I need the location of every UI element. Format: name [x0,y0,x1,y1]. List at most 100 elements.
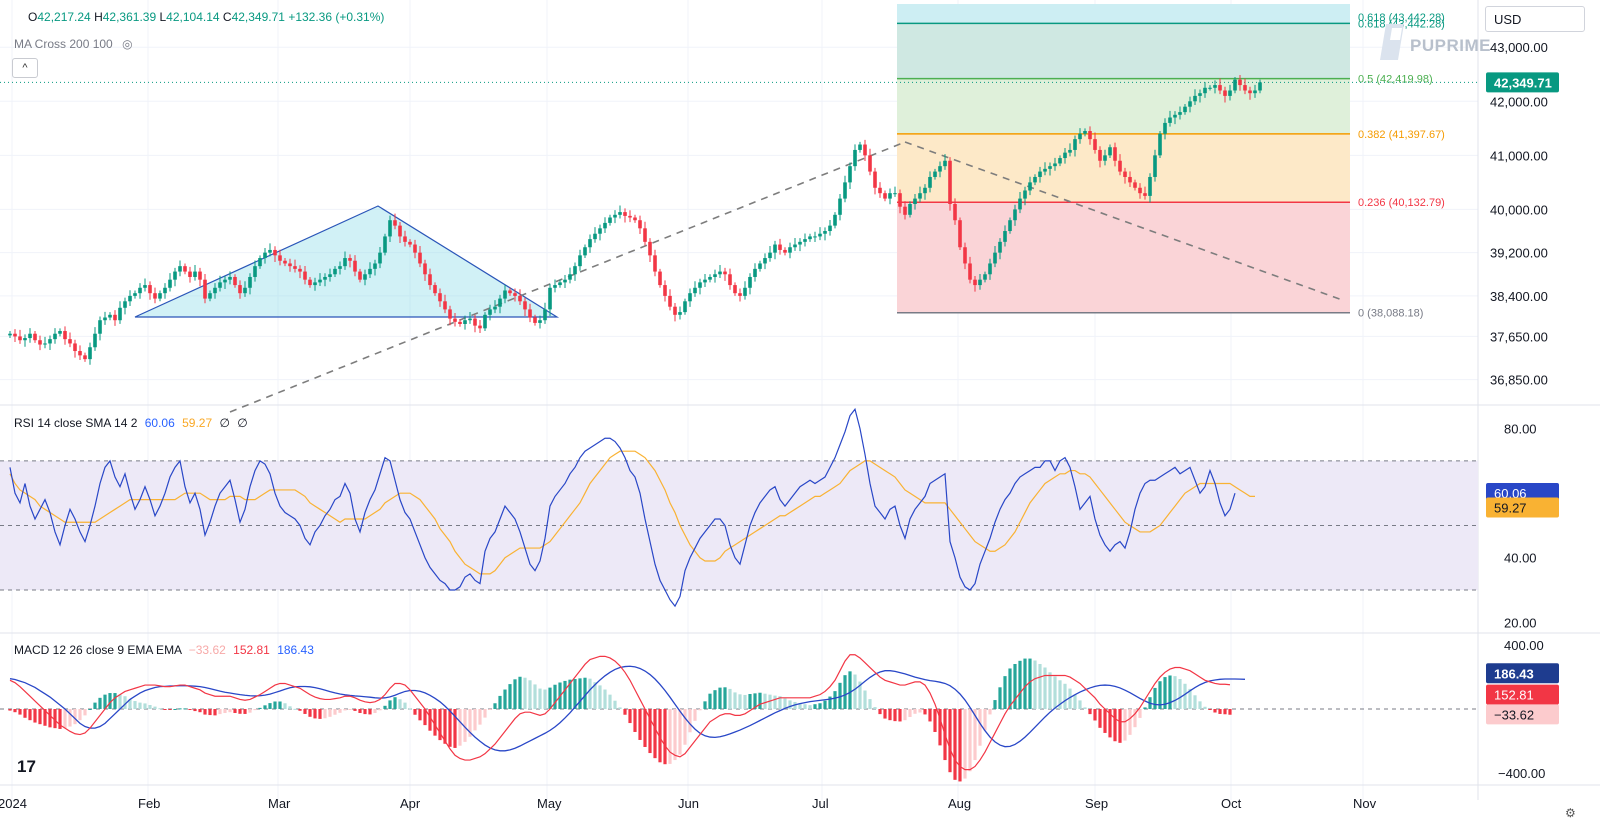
fibonacci-zone[interactable]: 0.618 (43,442.28) 0.5 (42,419.98) 0.382 (4… [897,4,1445,320]
candle-body-20 [108,314,112,318]
macd-hist-bar-109 [553,684,557,709]
candle-body-58 [298,268,302,272]
macd-value-badge: 152.81 [1494,688,1534,703]
candle-body-191 [963,247,967,264]
candle-body-177 [893,193,897,195]
macd-hist-bar-46 [238,709,242,714]
candle-body-248 [1248,90,1252,94]
puprime-logo-icon [1380,24,1404,60]
macd-hist-bar-103 [523,677,527,709]
rsi-legend[interactable]: RSI 14 close SMA 14 2 60.06 59.27 ∅ ∅ [14,416,248,430]
macd-hist-bar-153 [773,695,777,709]
ma-cross-legend[interactable]: MA Cross 200 100 ◎ [14,37,133,51]
collapse-legend-button[interactable]: ^ [12,58,38,78]
macd-hist-bar-195 [983,709,987,731]
macd-hist-bar-128 [648,709,652,754]
rsi-legend-empty-1: ∅ [219,416,230,430]
candle-body-247 [1243,85,1247,91]
candle-body-123 [623,212,627,216]
candle-body-23 [123,301,127,308]
macd-hist-bar-9 [53,709,57,729]
macd-hist-bar-227 [1143,707,1147,709]
candle-body-77 [393,220,397,226]
candle-body-218 [1098,149,1102,161]
time-tick-4: May [537,796,562,811]
macd-hist-bar-147 [743,694,747,709]
candle-body-124 [628,215,632,218]
macd-hist-bar-65 [333,709,337,715]
candle-body-5 [33,333,37,341]
candle-body-202 [1018,198,1022,210]
macd-hist-bar-88 [448,709,452,747]
eye-off-icon[interactable]: ◎ [122,37,133,51]
candle-body-161 [813,236,817,238]
time-tick-6: Jul [812,796,829,811]
macd-hist-bar-150 [758,692,762,709]
rsi-sma-legend-value: 59.27 [182,416,213,430]
price-tick-7: 36,850.00 [1490,373,1548,388]
macd-hist-bar-244 [1228,709,1232,715]
macd-hist-bar-30 [158,708,162,710]
macd-hist-bar-107 [543,689,547,709]
macd-hist-bar-96 [488,709,492,710]
candle-body-113 [573,266,577,275]
rsi-tick-1: 40.00 [1504,551,1537,566]
candle-body-152 [768,252,772,259]
macd-hist-bar-172 [868,699,872,709]
candle-body-90 [458,321,462,324]
candle-body-70 [358,271,362,280]
candle-body-190 [958,220,962,248]
candle-body-243 [1223,90,1227,96]
candle-body-8 [48,339,52,344]
macd-hist-bar-152 [768,694,772,709]
gear-icon[interactable]: ⚙ [1565,806,1576,820]
macd-hist-bar-104 [528,680,532,709]
currency-selector[interactable]: USD [1485,6,1585,32]
macd-hist-bar-112 [568,679,572,709]
candle-body-50 [258,258,262,267]
macd-tick-0: 400.00 [1504,638,1544,653]
macd-legend[interactable]: MACD 12 26 close 9 EMA EMA −33.62 152.81… [14,643,314,657]
candle-body-115 [583,247,587,256]
candle-body-226 [1138,187,1142,194]
candle-body-172 [868,155,872,172]
candle-body-225 [1133,182,1137,188]
ohlc-high-label: H [94,10,103,24]
fib-zone-1 [897,23,1350,79]
candle-body-39 [203,279,207,299]
rsi-pane [0,407,1478,608]
candle-body-65 [333,268,337,275]
macd-hist-bar-47 [243,709,247,714]
candle-body-136 [688,293,692,302]
macd-hist-bar-215 [1083,707,1087,709]
macd-hist-bar-191 [963,709,967,779]
macd-hist-bar-24 [128,699,132,709]
macd-hist-bar-90 [458,709,462,746]
macd-hist-bar-32 [168,709,172,710]
candle-body-162 [818,233,822,237]
candle-body-143 [723,271,727,275]
candle-body-231 [1163,122,1167,134]
macd-hist-bar-181 [913,709,917,714]
candle-body-108 [548,287,552,310]
macd-hist-bar-63 [323,709,327,719]
macd-hist-bar-194 [978,709,982,746]
candle-body-181 [913,198,917,204]
tradingview-logo[interactable]: 17 [17,757,36,776]
rsi-value-badge: 60.06 [1494,486,1527,501]
macd-hist-bar-93 [473,709,477,731]
macd-hist-bar-213 [1073,694,1077,709]
macd-hist-bar-19 [103,694,107,709]
candle-body-212 [1068,149,1072,153]
candle-body-3 [23,338,27,341]
macd-hist-bar-142 [718,687,722,709]
candle-body-53 [273,249,277,256]
macd-hist-bar-127 [643,709,647,747]
ohlc-open-label: O [28,10,38,24]
candle-body-135 [683,301,687,313]
macd-hist-bar-208 [1048,672,1052,709]
candle-body-204 [1028,182,1032,191]
price-tick-0: 43,000.00 [1490,40,1548,55]
macd-hist-bar-34 [178,708,182,710]
